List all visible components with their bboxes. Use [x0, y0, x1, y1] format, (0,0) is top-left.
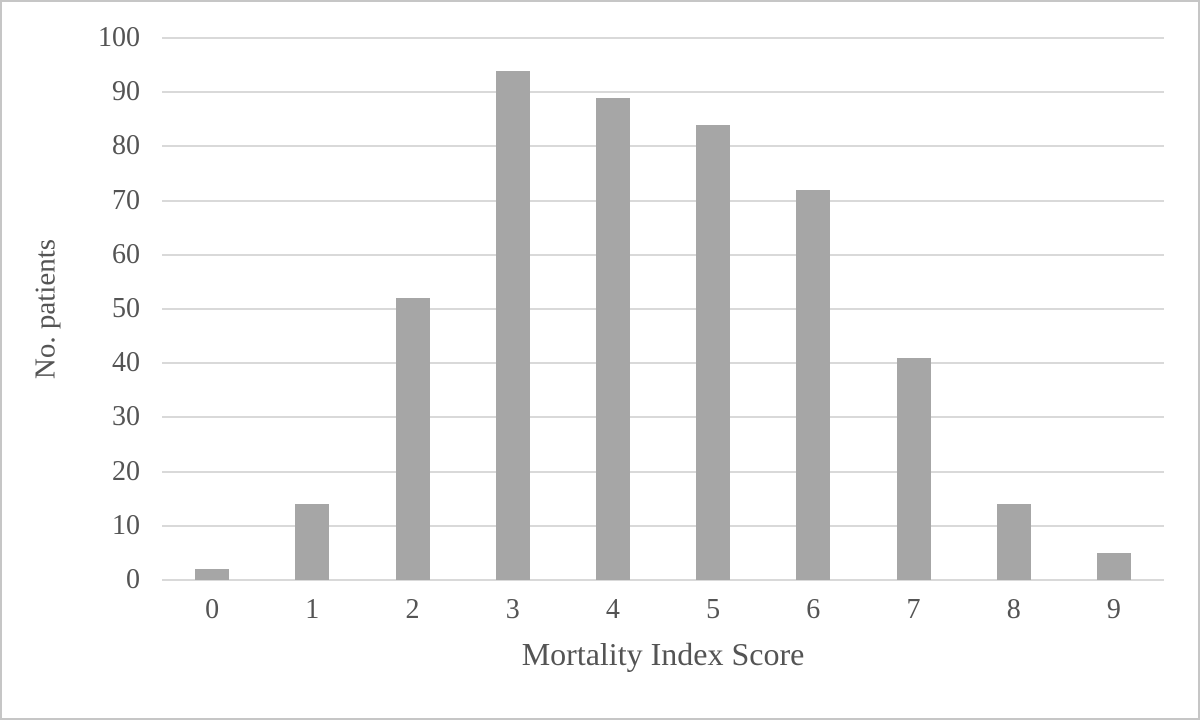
bar-score-8 — [996, 504, 1031, 580]
y-tick-label: 80 — [112, 130, 140, 162]
gridline — [162, 362, 1164, 365]
bar-score-9 — [1096, 552, 1131, 580]
y-tick-label: 0 — [126, 564, 140, 595]
x-tick-label: 2 — [405, 594, 420, 625]
x-tick-label: 7 — [906, 594, 921, 625]
gridline — [162, 37, 1164, 39]
x-tick-label: 1 — [305, 594, 320, 625]
gridline — [162, 524, 1164, 527]
x-tick-label: 3 — [505, 594, 520, 625]
gridline — [162, 253, 1164, 256]
x-axis-title: Mortality Index Score — [521, 636, 805, 672]
y-tick-label: 30 — [112, 401, 140, 433]
gridline — [162, 91, 1164, 94]
gridline — [162, 145, 1164, 148]
bar-score-7 — [896, 357, 931, 580]
bar-score-2 — [395, 298, 430, 580]
gridline — [162, 199, 1164, 202]
bar-score-4 — [595, 97, 630, 580]
y-tick-label: 70 — [112, 184, 140, 216]
y-tick-label: 40 — [112, 347, 140, 379]
y-tick-label: 20 — [112, 455, 140, 487]
x-tick-label: 5 — [706, 594, 721, 625]
gridline — [162, 308, 1164, 310]
x-tick-label: 0 — [205, 594, 220, 625]
x-tick-label: 9 — [1106, 594, 1121, 625]
y-tick-label: 100 — [98, 22, 140, 53]
bar-score-1 — [295, 504, 330, 580]
x-axis-line — [162, 579, 1164, 581]
bar-score-3 — [495, 70, 530, 580]
x-tick-label: 8 — [1006, 594, 1021, 625]
bar-score-5 — [696, 124, 731, 580]
y-tick-label: 10 — [112, 509, 140, 541]
y-tick-label: 50 — [112, 293, 140, 324]
gridline — [162, 470, 1164, 473]
y-tick-label: 60 — [112, 238, 140, 270]
bar-score-6 — [796, 189, 831, 580]
bar-score-0 — [195, 569, 230, 580]
x-tick-label: 6 — [806, 594, 821, 625]
gridline — [162, 416, 1164, 419]
y-tick-label: 90 — [112, 76, 140, 108]
x-tick-label: 4 — [605, 594, 620, 625]
